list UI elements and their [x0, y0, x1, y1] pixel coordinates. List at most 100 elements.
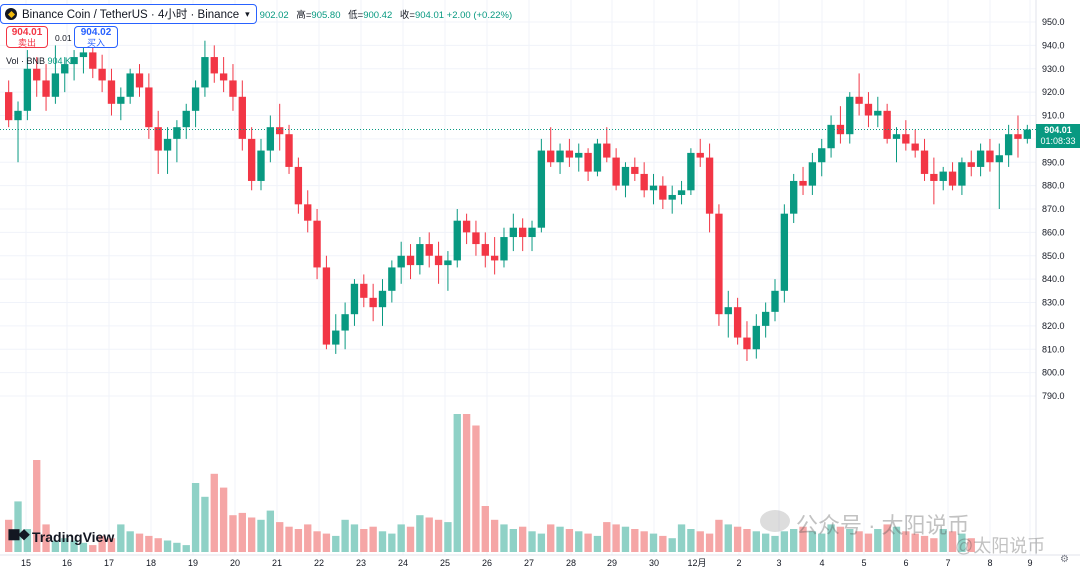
volume-bar — [453, 414, 461, 552]
candle-body — [229, 80, 237, 97]
x-tick-label: 8 — [987, 558, 992, 568]
volume-bar — [547, 524, 555, 552]
tradingview-logo[interactable]: ⯀⯁ TradingView — [8, 528, 114, 545]
y-tick-label: 840.0 — [1042, 274, 1065, 284]
y-tick-label: 950.0 — [1042, 17, 1065, 27]
volume-bar — [173, 542, 181, 552]
candle-body — [920, 150, 929, 174]
x-tick-label: 4 — [819, 558, 824, 568]
candle-body — [201, 57, 209, 88]
volume-bar — [145, 535, 153, 552]
volume-bar — [276, 522, 284, 552]
volume-legend[interactable]: Vol · BNB 904 K — [6, 56, 71, 66]
candle-body — [191, 87, 200, 111]
volume-bar — [724, 524, 732, 552]
volume-bar — [191, 483, 200, 552]
volume-bar — [500, 524, 508, 552]
volume-bar — [761, 533, 770, 552]
candle-body — [322, 267, 331, 345]
sell-button[interactable]: 904.01 卖出 — [6, 26, 48, 48]
buy-button[interactable]: 904.02 买入 — [74, 26, 118, 48]
volume-bar — [378, 531, 387, 552]
candle-body — [294, 166, 303, 205]
volume-bar — [425, 517, 433, 552]
candle-body — [378, 290, 387, 308]
candle-body — [883, 110, 891, 139]
y-tick-label: 810.0 — [1042, 344, 1065, 354]
candle-body — [33, 68, 41, 81]
candle-body — [163, 138, 172, 151]
volume-bar — [584, 533, 592, 552]
buy-price: 904.02 — [80, 27, 112, 38]
x-tick-label: 23 — [356, 558, 366, 568]
volume-bar — [528, 531, 536, 552]
candle-body — [790, 180, 798, 214]
volume-bar — [612, 524, 620, 552]
candle-body — [238, 96, 246, 139]
volume-value: 904 K — [47, 56, 72, 66]
y-tick-label: 790.0 — [1042, 391, 1065, 401]
candle-body — [649, 185, 658, 191]
volume-bar — [61, 538, 69, 552]
candle-body — [276, 127, 284, 135]
candle-body — [406, 255, 415, 266]
volume-bar — [285, 526, 293, 552]
last-price-value: 904.01 — [1044, 125, 1072, 135]
volume-bar — [135, 533, 144, 552]
x-tick-label: 25 — [440, 558, 450, 568]
volume-bar — [911, 533, 919, 552]
candle-body — [761, 311, 770, 326]
volume-bar — [649, 533, 658, 552]
tradingview-mark-icon: ⯀⯁ — [8, 528, 30, 545]
candle-body — [117, 96, 125, 104]
candle-body — [584, 152, 592, 172]
candle-body — [528, 227, 536, 238]
volume-bar — [659, 535, 667, 552]
volume-bar — [818, 533, 826, 552]
candle-body — [397, 255, 405, 268]
volume-bar — [89, 545, 97, 552]
volume-bar — [397, 524, 405, 552]
volume-bar — [948, 531, 957, 552]
x-tick-label: 30 — [649, 558, 659, 568]
last-price-label: 904.01 01:08:33 — [1036, 124, 1080, 148]
volume-bar — [640, 531, 648, 552]
candle-body — [107, 80, 116, 104]
sell-price: 904.01 — [11, 27, 43, 38]
volume-bar — [967, 538, 975, 552]
x-tick-label: 17 — [104, 558, 114, 568]
gear-icon[interactable]: ⚙ — [1060, 554, 1069, 565]
x-tick-label: 29 — [607, 558, 617, 568]
candle-body — [939, 171, 947, 181]
volume-bar — [238, 512, 246, 552]
candle-body — [705, 157, 714, 214]
candle-body — [1004, 134, 1013, 156]
candle-body — [640, 173, 648, 191]
x-tick-label: 9 — [1027, 558, 1032, 568]
ohlc-high-value: 905.80 — [311, 10, 341, 21]
symbol-selector[interactable]: Binance Coin / TetherUS · 4小时 · Binance … — [0, 4, 257, 24]
volume-bar — [883, 524, 891, 552]
candle-body — [51, 73, 60, 97]
candle-body — [462, 220, 471, 233]
volume-bar — [631, 529, 639, 552]
ohlc-close-key: 收= — [399, 10, 415, 21]
watermark-text: 公众号 · 太阳说币 — [796, 513, 970, 538]
candle-body — [631, 166, 639, 174]
volume-bar — [696, 531, 704, 552]
candle-body — [425, 244, 433, 256]
candle-body — [257, 150, 265, 181]
candle-body — [173, 127, 181, 139]
volume-bar — [892, 526, 901, 552]
volume-bar — [294, 529, 303, 552]
candle-body — [304, 204, 312, 221]
chevron-down-icon[interactable]: ▾ — [245, 8, 250, 19]
candle-body — [341, 314, 349, 331]
x-tick-label: 6 — [903, 558, 908, 568]
volume-bar — [266, 510, 275, 552]
x-tick-label: 18 — [146, 558, 156, 568]
x-tick-label: 21 — [272, 558, 282, 568]
candle-body — [537, 150, 546, 228]
x-tick-label: 15 — [21, 558, 31, 568]
